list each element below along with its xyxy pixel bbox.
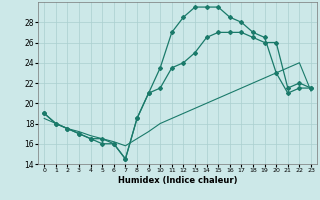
X-axis label: Humidex (Indice chaleur): Humidex (Indice chaleur) [118, 176, 237, 185]
